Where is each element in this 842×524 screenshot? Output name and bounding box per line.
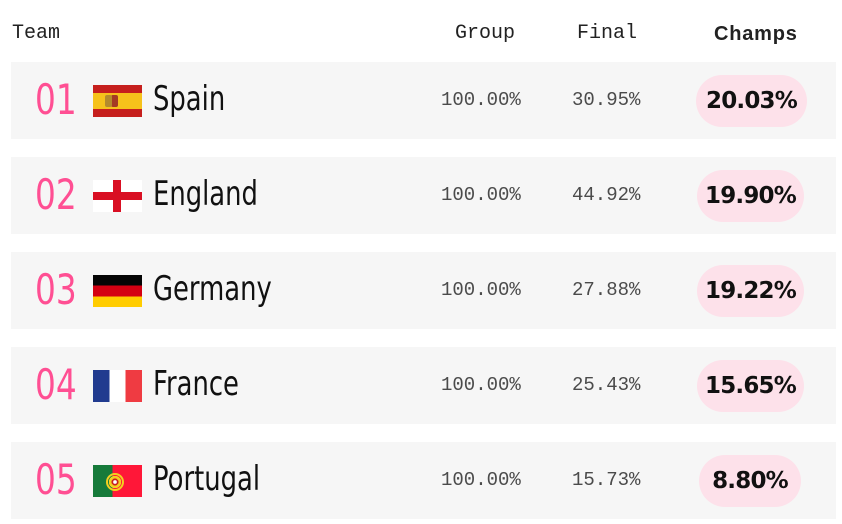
team-row-england: 02 England 100.00% 44.92% 19.90% [11, 157, 836, 234]
portugal-flag-icon [93, 465, 142, 497]
final-percentage: 27.88% [572, 278, 640, 302]
team-rank: 01 [35, 79, 77, 121]
champs-percentage-badge: 19.90% [697, 170, 804, 222]
final-percentage: 30.95% [572, 88, 640, 112]
germany-flag-icon [93, 275, 142, 307]
standings-header: Team Group Final Champs [0, 0, 842, 62]
final-percentage: 15.73% [572, 468, 640, 492]
group-percentage: 100.00% [441, 183, 521, 207]
champs-percentage-badge: 15.65% [697, 360, 804, 412]
champs-column-header: Champs [714, 22, 798, 46]
spain-flag-icon [93, 85, 142, 117]
team-column-header: Team [12, 22, 60, 46]
final-percentage: 25.43% [572, 373, 640, 397]
france-flag-icon [93, 370, 142, 402]
england-flag-icon [93, 180, 142, 212]
group-percentage: 100.00% [441, 468, 521, 492]
team-rank: 03 [35, 269, 77, 311]
final-column-header: Final [577, 22, 637, 46]
team-row-france: 04 France 100.00% 25.43% 15.65% [11, 347, 836, 424]
team-row-spain: 01 Spain 100.00% 30.95% 20.03% [11, 62, 836, 139]
team-standings-list: 01 Spain 100.00% 30.95% 20.03% 02 Englan… [11, 62, 836, 519]
team-row-portugal: 05 Portugal 100.00% 15.73% 8.80% [11, 442, 836, 519]
group-column-header: Group [455, 22, 515, 46]
team-name: Portugal [153, 460, 260, 498]
team-name: France [153, 365, 239, 403]
team-name: Germany [153, 270, 272, 308]
champs-percentage-badge: 20.03% [696, 75, 807, 127]
group-percentage: 100.00% [441, 278, 521, 302]
team-name: England [153, 175, 258, 213]
champs-percentage-badge: 19.22% [697, 265, 804, 317]
group-percentage: 100.00% [441, 373, 521, 397]
team-name: Spain [153, 80, 225, 118]
team-rank: 02 [35, 174, 77, 216]
team-row-germany: 03 Germany 100.00% 27.88% 19.22% [11, 252, 836, 329]
final-percentage: 44.92% [572, 183, 640, 207]
team-rank: 04 [35, 364, 77, 406]
team-rank: 05 [35, 459, 77, 501]
group-percentage: 100.00% [441, 88, 521, 112]
champs-percentage-badge: 8.80% [699, 455, 801, 507]
